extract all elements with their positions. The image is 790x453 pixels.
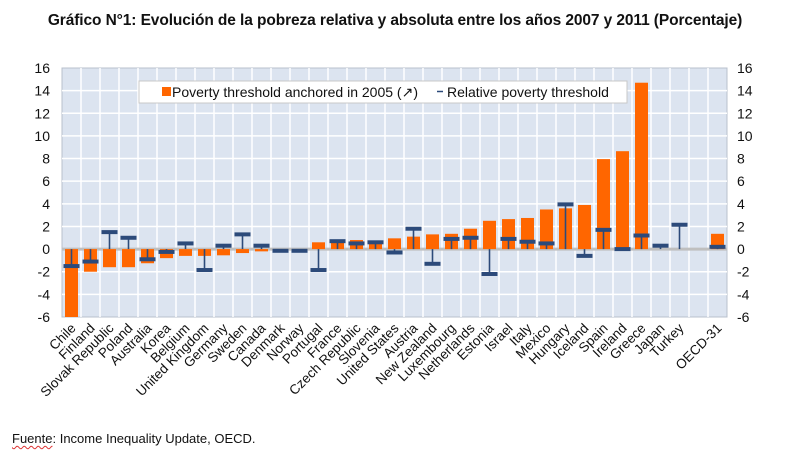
y-tick-label-right: 2 bbox=[737, 218, 745, 234]
marker bbox=[500, 236, 517, 241]
y-tick-label-left: 8 bbox=[42, 151, 50, 167]
y-tick-label-left: 4 bbox=[42, 196, 50, 212]
marker bbox=[576, 253, 593, 258]
legend-label-anchored: Poverty threshold anchored in 2005 (↗) bbox=[172, 84, 418, 100]
bar bbox=[616, 151, 629, 250]
y-tick-label-right: -6 bbox=[737, 309, 750, 325]
marker bbox=[709, 244, 726, 249]
marker bbox=[329, 239, 346, 244]
legend-bar-swatch bbox=[162, 87, 171, 96]
marker bbox=[595, 227, 612, 232]
marker bbox=[405, 226, 422, 231]
bar bbox=[217, 249, 230, 256]
y-tick-label-left: 6 bbox=[42, 173, 50, 189]
y-tick-label-right: -2 bbox=[737, 264, 750, 280]
y-tick-label-right: 12 bbox=[737, 105, 753, 121]
bar bbox=[388, 238, 401, 250]
marker bbox=[291, 248, 308, 253]
marker bbox=[272, 248, 289, 253]
y-tick-label-right: 16 bbox=[737, 60, 753, 76]
y-tick-label-left: 0 bbox=[42, 241, 50, 257]
marker bbox=[462, 235, 479, 240]
marker bbox=[215, 243, 232, 248]
marker bbox=[196, 268, 213, 273]
marker bbox=[386, 250, 403, 255]
source-text: : Income Inequality Update, OECD. bbox=[52, 431, 256, 446]
bar bbox=[312, 242, 325, 250]
source-label: Fuente bbox=[12, 431, 53, 446]
marker bbox=[101, 230, 118, 235]
source-note: Fuente: Income Inequality Update, OECD. bbox=[12, 431, 256, 446]
legend-box bbox=[138, 80, 628, 104]
marker bbox=[253, 243, 270, 248]
marker bbox=[538, 241, 555, 246]
marker bbox=[633, 233, 650, 238]
marker bbox=[158, 249, 175, 254]
marker bbox=[443, 236, 460, 241]
marker bbox=[424, 261, 441, 266]
bar bbox=[236, 249, 249, 254]
chart-title: Gráfico N°1: Evolución de la pobreza rel… bbox=[47, 12, 743, 29]
y-tick-label-right: -4 bbox=[737, 286, 750, 302]
marker bbox=[557, 202, 574, 207]
y-tick-label-right: 0 bbox=[737, 241, 745, 257]
marker bbox=[348, 241, 365, 246]
bar bbox=[483, 220, 496, 250]
marker bbox=[82, 259, 99, 264]
y-tick-label-right: 10 bbox=[737, 128, 753, 144]
y-tick-label-left: -4 bbox=[38, 286, 51, 302]
marker bbox=[120, 235, 137, 240]
y-tick-label-right: 6 bbox=[737, 173, 745, 189]
marker bbox=[310, 268, 327, 273]
marker bbox=[671, 222, 688, 227]
bar bbox=[502, 219, 515, 250]
marker bbox=[367, 240, 384, 245]
y-tick-label-left: 14 bbox=[34, 83, 50, 99]
y-tick-label-left: -2 bbox=[38, 264, 51, 280]
y-axis-right: 16 14 12 10 8 6 4 2 0 -2 -4 -6 bbox=[737, 60, 753, 325]
y-axis-left: 16 14 12 10 8 6 4 2 0 -2 -4 -6 bbox=[34, 60, 50, 325]
marker bbox=[614, 247, 631, 252]
y-tick-label-left: 16 bbox=[34, 60, 50, 76]
bar bbox=[122, 249, 135, 268]
bar bbox=[540, 209, 553, 250]
y-tick-label-right: 8 bbox=[737, 151, 745, 167]
bar bbox=[597, 159, 610, 250]
bar bbox=[179, 249, 192, 256]
y-tick-label-left: 10 bbox=[34, 128, 50, 144]
y-tick-label-left: -6 bbox=[38, 309, 51, 325]
y-tick-label-right: 14 bbox=[737, 83, 753, 99]
legend-label-relative: Relative poverty threshold bbox=[447, 84, 609, 100]
marker bbox=[177, 241, 194, 246]
y-tick-label-right: 4 bbox=[737, 196, 745, 212]
marker bbox=[63, 264, 80, 269]
marker bbox=[652, 243, 669, 248]
marker-series bbox=[63, 202, 726, 276]
y-tick-label-left: 2 bbox=[42, 218, 50, 234]
marker bbox=[519, 239, 536, 244]
bar bbox=[103, 249, 116, 268]
legend: Poverty threshold anchored in 2005 (↗) R… bbox=[138, 80, 628, 104]
bar bbox=[426, 234, 439, 250]
y-tick-label-left: 12 bbox=[34, 105, 50, 121]
bar bbox=[635, 82, 648, 250]
bar bbox=[578, 204, 591, 250]
bar bbox=[255, 249, 268, 252]
marker bbox=[481, 271, 498, 276]
marker bbox=[139, 257, 156, 262]
marker bbox=[234, 232, 251, 237]
